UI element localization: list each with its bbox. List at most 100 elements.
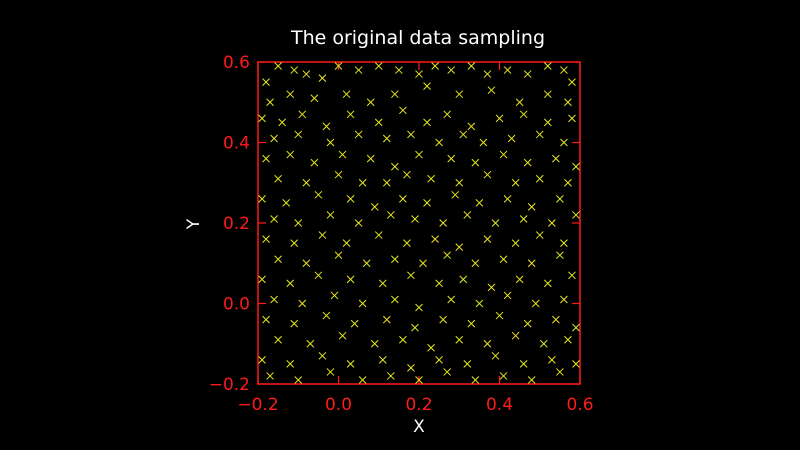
scatter-point bbox=[338, 331, 347, 340]
scatter-point bbox=[262, 315, 270, 324]
scatter-point bbox=[572, 162, 580, 171]
scatter-point bbox=[415, 376, 423, 384]
scatter-point bbox=[342, 239, 351, 247]
scatter-point bbox=[483, 70, 492, 78]
scatter-point bbox=[334, 62, 343, 70]
scatter-point bbox=[403, 170, 411, 179]
scatter-point bbox=[290, 239, 299, 247]
scatter-point bbox=[358, 376, 367, 384]
y-tick-label: 0.4 bbox=[223, 134, 250, 154]
scatter-point bbox=[310, 94, 319, 103]
scatter-point bbox=[535, 174, 544, 183]
scatter-point bbox=[346, 110, 355, 119]
scatter-point bbox=[535, 130, 544, 139]
y-tick-label: 0.0 bbox=[223, 295, 250, 315]
scatter-point bbox=[298, 110, 307, 119]
scatter-point bbox=[459, 275, 468, 284]
scatter-point bbox=[286, 150, 295, 159]
scatter-point bbox=[378, 279, 387, 288]
scatter-point bbox=[318, 231, 327, 239]
scatter-point bbox=[447, 295, 456, 304]
y-axis-label: Y bbox=[184, 218, 204, 230]
scatter-point bbox=[270, 295, 278, 304]
scatter-point bbox=[395, 66, 403, 74]
scatter-point bbox=[274, 62, 282, 70]
scatter-point bbox=[386, 372, 395, 380]
scatter-point bbox=[491, 219, 500, 227]
scatter-point bbox=[407, 271, 415, 280]
scatter-point bbox=[455, 335, 464, 344]
scatter-point bbox=[415, 150, 423, 159]
scatter-point bbox=[527, 376, 536, 384]
scatter-point bbox=[447, 66, 456, 74]
scatter-point bbox=[423, 118, 431, 127]
scatter-point bbox=[535, 231, 544, 239]
scatter-point bbox=[495, 114, 504, 123]
scatter-point bbox=[419, 259, 427, 268]
scatter-point bbox=[314, 190, 323, 199]
scatter-point bbox=[564, 98, 572, 107]
scatter-point bbox=[503, 66, 512, 74]
scatter-point bbox=[463, 211, 472, 219]
scatter-point bbox=[399, 106, 407, 115]
scatter-point bbox=[491, 351, 500, 360]
scatter-point bbox=[560, 239, 568, 247]
scatter-point bbox=[515, 275, 524, 284]
scatter-point bbox=[455, 90, 464, 99]
scatter-point bbox=[403, 239, 411, 247]
x-tick-label: 0.2 bbox=[405, 395, 432, 415]
scatter-point bbox=[568, 271, 576, 280]
scatter-point bbox=[266, 98, 274, 107]
scatter-point bbox=[427, 174, 435, 183]
scatter-point bbox=[423, 82, 431, 91]
scatter-point bbox=[390, 295, 399, 304]
scatter-point bbox=[572, 211, 580, 219]
scatter-point bbox=[511, 239, 520, 247]
plot-frame bbox=[257, 61, 581, 385]
scatter-point bbox=[274, 335, 282, 344]
scatter-point bbox=[467, 122, 476, 131]
scatter-point bbox=[459, 130, 468, 139]
scatter-point bbox=[354, 130, 363, 139]
scatter-point bbox=[399, 194, 407, 203]
scatter-point bbox=[366, 98, 375, 107]
scatter-point bbox=[318, 74, 327, 82]
scatter-point bbox=[531, 299, 540, 308]
scatter-point bbox=[266, 372, 274, 380]
scatter-point bbox=[415, 70, 423, 78]
scatter-point bbox=[358, 299, 367, 308]
scatter-point bbox=[346, 275, 355, 284]
scatter-point bbox=[439, 219, 448, 227]
scatter-point bbox=[519, 215, 528, 223]
scatter-point bbox=[564, 335, 572, 344]
y-tick-label: −0.2 bbox=[209, 375, 250, 395]
scatter-points bbox=[258, 62, 580, 384]
scatter-point bbox=[463, 360, 472, 368]
scatter-point bbox=[386, 211, 395, 219]
scatter-point bbox=[374, 62, 383, 70]
scatter-point bbox=[572, 323, 580, 332]
scatter-point bbox=[294, 376, 303, 384]
scatter-point bbox=[511, 178, 520, 187]
scatter-point bbox=[495, 311, 504, 320]
scatter-point bbox=[560, 138, 568, 147]
scatter-point bbox=[358, 178, 367, 187]
scatter-point bbox=[527, 203, 536, 211]
y-axis: −0.2 0.0 0.2 0.4 0.6 bbox=[209, 53, 580, 395]
scatter-point bbox=[499, 372, 508, 380]
scatter-point bbox=[556, 194, 564, 203]
scatter-point bbox=[511, 331, 520, 340]
x-axis: −0.2 0.0 0.2 0.4 0.6 bbox=[237, 62, 594, 415]
scatter-point bbox=[314, 271, 323, 280]
scatter-point bbox=[560, 295, 568, 304]
scatter-point bbox=[435, 138, 443, 147]
scatter-point bbox=[551, 154, 560, 163]
scatter-point bbox=[382, 315, 391, 324]
x-tick-label: 0.4 bbox=[486, 395, 513, 415]
scatter-point bbox=[487, 86, 496, 95]
scatter-point bbox=[411, 215, 419, 223]
scatter-point bbox=[350, 319, 359, 328]
scatter-point bbox=[374, 118, 383, 127]
scatter-point bbox=[407, 130, 415, 139]
